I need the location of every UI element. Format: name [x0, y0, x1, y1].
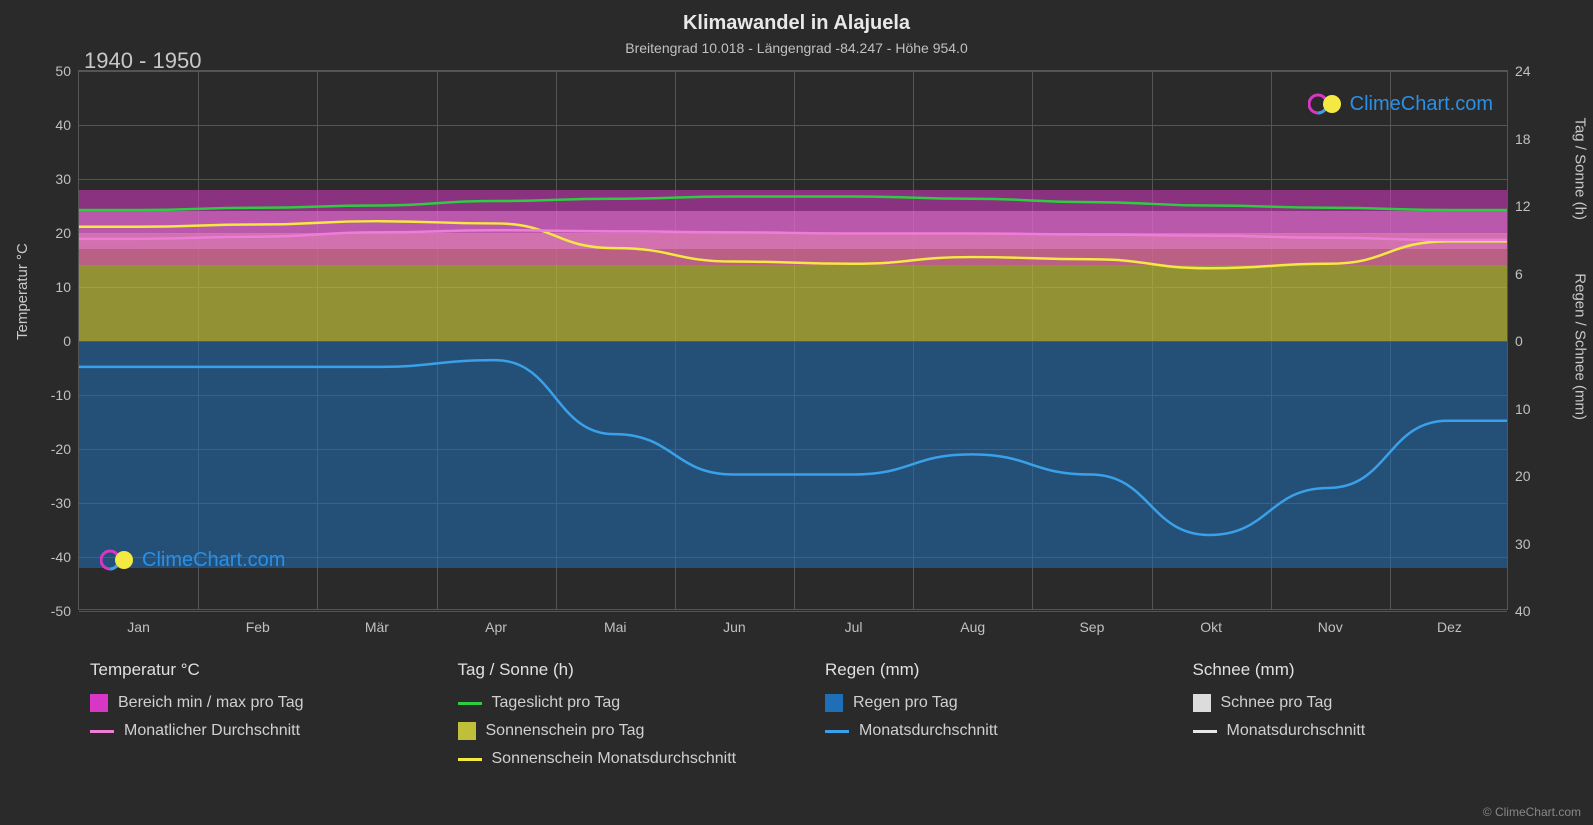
legend-item: Sonnenschein pro Tag [458, 722, 786, 740]
x-tick: Jun [723, 609, 746, 635]
x-tick: Dez [1437, 609, 1462, 635]
legend-swatch [825, 730, 849, 733]
legend-label: Bereich min / max pro Tag [118, 694, 304, 712]
y-tick-left: 0 [63, 333, 79, 349]
legend-swatch [90, 730, 114, 733]
x-tick: Feb [246, 609, 270, 635]
x-tick: Mai [604, 609, 627, 635]
y-tick-left: -40 [51, 549, 79, 565]
legend-item: Monatlicher Durchschnitt [90, 722, 418, 740]
x-tick: Aug [960, 609, 985, 635]
legend-item: Tageslicht pro Tag [458, 694, 786, 712]
y-tick-left: 10 [55, 279, 79, 295]
legend-header: Tag / Sonne (h) [458, 660, 786, 680]
y-tick-left: 20 [55, 225, 79, 241]
watermark-bottom: ClimeChart.com [100, 548, 285, 572]
y-tick-left: -20 [51, 441, 79, 457]
legend-header: Schnee (mm) [1193, 660, 1521, 680]
daylight-line [79, 197, 1507, 210]
x-tick: Jul [845, 609, 863, 635]
legend-label: Regen pro Tag [853, 694, 958, 712]
legend-swatch [825, 694, 843, 712]
x-tick: Okt [1200, 609, 1222, 635]
legend-item: Monatsdurchschnitt [825, 722, 1153, 740]
y-tick-left: 50 [55, 63, 79, 79]
x-tick: Jan [127, 609, 150, 635]
y-tick-left: 30 [55, 171, 79, 187]
legend-label: Monatsdurchschnitt [859, 722, 998, 740]
y-tick-left: -30 [51, 495, 79, 511]
x-tick: Sep [1079, 609, 1104, 635]
sunshine-line [79, 221, 1507, 268]
legend-label: Monatlicher Durchschnitt [124, 722, 300, 740]
y-tick-right-top: 0 [1507, 333, 1523, 349]
y-tick-right-top: 12 [1507, 198, 1531, 214]
y-tick-right-bottom: 40 [1507, 603, 1531, 619]
legend-item: Regen pro Tag [825, 694, 1153, 712]
legend-swatch [90, 694, 108, 712]
legend-item: Sonnenschein Monatsdurchschnitt [458, 750, 786, 768]
legend-swatch [458, 758, 482, 761]
y-tick-right-top: 24 [1507, 63, 1531, 79]
legend-label: Schnee pro Tag [1221, 694, 1333, 712]
legend-column: Regen (mm) Regen pro Tag Monatsdurchschnit… [825, 660, 1153, 778]
copyright-label: © ClimeChart.com [1483, 805, 1581, 819]
legend-swatch [1193, 694, 1211, 712]
y-tick-right-bottom: 10 [1507, 401, 1531, 417]
y-axis-right-bottom-label: Regen / Schnee (mm) [1572, 273, 1589, 420]
temperature-avg-line [79, 230, 1507, 240]
plot-area: -50-40-30-20-100102030405006121824102030… [78, 70, 1508, 610]
x-tick: Apr [485, 609, 507, 635]
rain-avg-line [79, 360, 1507, 535]
legend-label: Sonnenschein pro Tag [486, 722, 645, 740]
legend-label: Tageslicht pro Tag [492, 694, 621, 712]
y-tick-left: -50 [51, 603, 79, 619]
legend-label: Sonnenschein Monatsdurchschnitt [492, 750, 737, 768]
x-tick: Nov [1318, 609, 1343, 635]
y-tick-left: -10 [51, 387, 79, 403]
watermark-top: ClimeChart.com [1308, 92, 1493, 116]
legend-swatch [458, 702, 482, 705]
legend-column: Temperatur °C Bereich min / max pro Tag Mo… [90, 660, 418, 778]
chart-subtitle: Breitengrad 10.018 - Längengrad -84.247 … [0, 40, 1593, 56]
y-axis-left-label: Temperatur °C [14, 243, 31, 340]
legend: Temperatur °C Bereich min / max pro Tag Mo… [90, 660, 1520, 778]
y-tick-left: 40 [55, 117, 79, 133]
gridline-horizontal [79, 611, 1507, 612]
legend-item: Bereich min / max pro Tag [90, 694, 418, 712]
chart-title: Klimawandel in Alajuela [0, 12, 1593, 35]
legend-header: Regen (mm) [825, 660, 1153, 680]
legend-item: Monatsdurchschnitt [1193, 722, 1521, 740]
legend-swatch [1193, 730, 1217, 733]
legend-column: Schnee (mm) Schnee pro Tag Monatsdurchschn… [1193, 660, 1521, 778]
legend-label: Monatsdurchschnitt [1227, 722, 1366, 740]
legend-swatch [458, 722, 476, 740]
legend-header: Temperatur °C [90, 660, 418, 680]
line-layer [79, 71, 1507, 609]
y-tick-right-top: 18 [1507, 131, 1531, 147]
legend-column: Tag / Sonne (h) Tageslicht pro Tag Sonnens… [458, 660, 786, 778]
y-axis-right-top-label: Tag / Sonne (h) [1572, 117, 1589, 220]
y-tick-right-bottom: 20 [1507, 468, 1531, 484]
x-tick: Mär [365, 609, 389, 635]
y-tick-right-top: 6 [1507, 266, 1523, 282]
legend-item: Schnee pro Tag [1193, 694, 1521, 712]
y-tick-right-bottom: 30 [1507, 536, 1531, 552]
